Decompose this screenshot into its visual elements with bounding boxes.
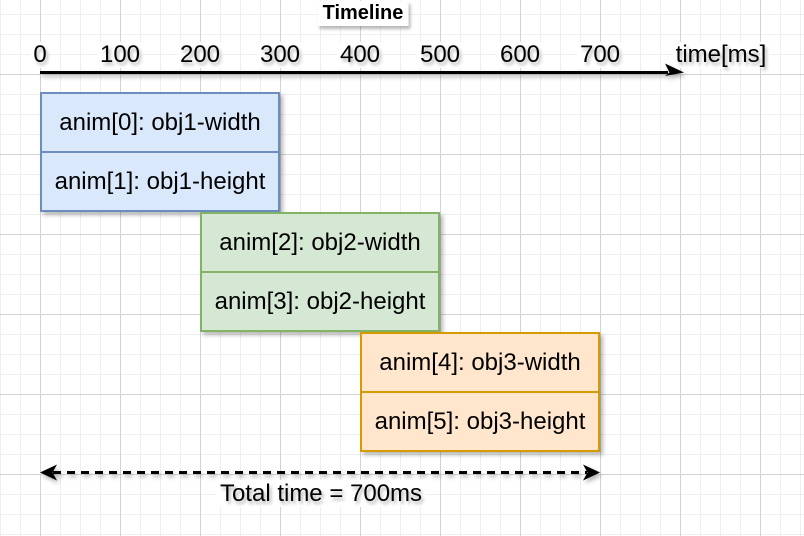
axis-tick-400: 400 [336,42,384,68]
total-time-arrow [40,464,600,481]
track-obj3: anim[4]: obj3-width anim[5]: obj3-height [360,332,600,452]
total-time-label: Total time = 700ms [215,480,427,507]
anim-block-1: anim[1]: obj1-height [40,151,280,212]
axis-tick-300: 300 [256,42,304,68]
axis-unit-label: time[ms] [672,42,770,68]
axis-tick-100: 100 [96,42,144,68]
track-obj2: anim[2]: obj2-width anim[3]: obj2-height [200,212,440,332]
anim-block-2-label: anim[2]: obj2-width [219,228,421,256]
axis-tick-500: 500 [416,42,464,68]
anim-block-2: anim[2]: obj2-width [200,212,440,273]
anim-block-3: anim[3]: obj2-height [200,271,440,332]
total-time-right-arrowhead-icon [583,464,600,481]
page-title: Timeline [317,1,409,26]
anim-block-4-label: anim[4]: obj3-width [379,348,581,376]
anim-block-3-label: anim[3]: obj2-height [214,287,426,315]
anim-block-1-label: anim[1]: obj1-height [54,167,266,195]
total-time-left-arrowhead-icon [40,464,57,481]
anim-block-4: anim[4]: obj3-width [360,332,600,393]
anim-block-5-label: anim[5]: obj3-height [374,407,586,435]
axis-tick-200: 200 [176,42,224,68]
anim-block-0: anim[0]: obj1-width [40,92,280,153]
track-obj1: anim[0]: obj1-width anim[1]: obj1-height [40,92,280,212]
anim-block-5: anim[5]: obj3-height [360,391,600,452]
axis-tick-600: 600 [496,42,544,68]
axis-tick-0: 0 [30,42,50,68]
anim-block-0-label: anim[0]: obj1-width [59,108,261,136]
axis-tick-700: 700 [576,42,624,68]
